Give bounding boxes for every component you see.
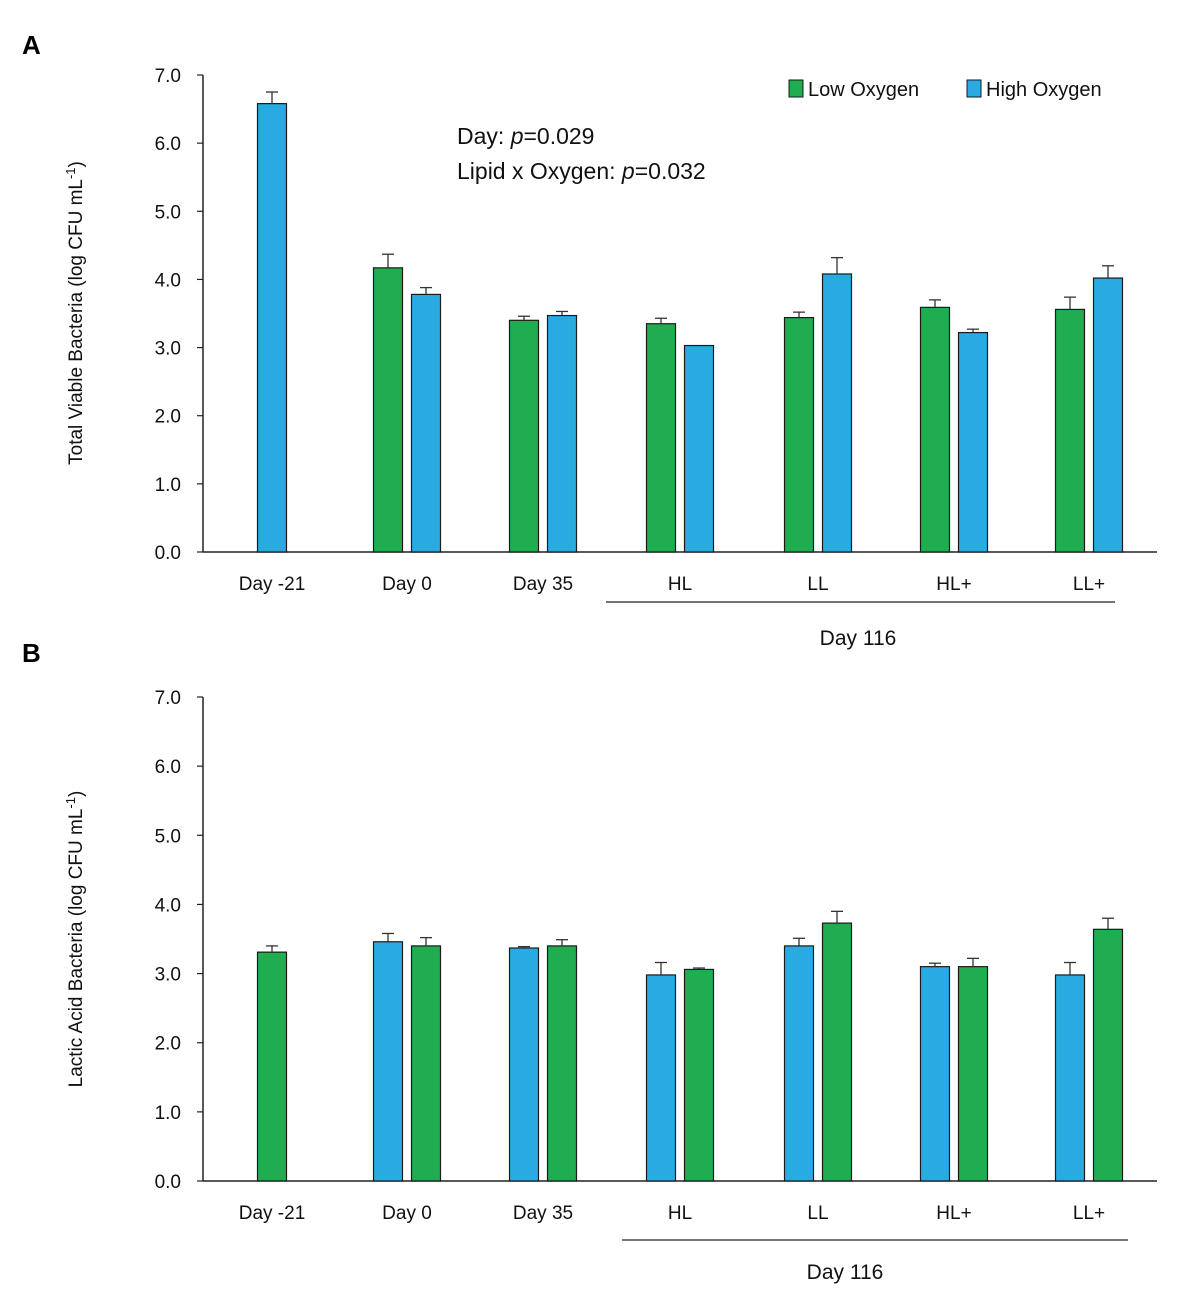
bar-low-oxygen: [508, 319, 540, 553]
y-tick-label: 3.0: [155, 339, 181, 360]
x-tick-label: Day 35: [513, 1203, 573, 1224]
y-tick-label: 1.0: [155, 475, 181, 496]
bar-green: [957, 966, 989, 1182]
bar-blue: [645, 974, 677, 1182]
y-tick-label: 6.0: [155, 757, 181, 778]
x-tick-label: HL: [668, 574, 692, 595]
bar-green: [410, 945, 442, 1182]
bar-high-oxygen: [1092, 277, 1124, 553]
x-tick-label: HL: [668, 1203, 692, 1224]
bar-high-oxygen: [410, 293, 442, 553]
y-tick-label: 4.0: [155, 895, 181, 916]
y-tick-label: 2.0: [155, 1034, 181, 1055]
y-tick-label: 3.0: [155, 965, 181, 986]
legend-label: High Oxygen: [986, 79, 1102, 101]
x-tick-label: Day 0: [382, 574, 432, 595]
x-tick-label: HL+: [936, 574, 971, 595]
legend-label: Low Oxygen: [808, 79, 919, 101]
y-axis-title: Lactic Acid Bacteria (log CFU mL-1): [63, 791, 88, 1088]
stat-annotation: Lipid x Oxygen: p=0.032: [457, 158, 706, 184]
x-tick-label: LL+: [1073, 574, 1105, 595]
bar-green: [821, 922, 853, 1182]
bar-high-oxygen: [957, 331, 989, 553]
bar-low-oxygen: [919, 306, 951, 553]
x-tick-label: Day -21: [239, 1203, 306, 1224]
bar-green: [256, 951, 288, 1182]
chart-panel-a: 0.0 1.0 2.0 3.0 4.0 5.0 6.0 7.0 Total Viable Bac…: [63, 66, 1157, 650]
x-tick-label: LL: [807, 1203, 828, 1224]
bar-blue: [783, 945, 815, 1182]
x-tick-label: HL+: [936, 1203, 971, 1224]
bar-low-oxygen: [783, 316, 815, 553]
x-tick-label: Day 0: [382, 1203, 432, 1224]
bar-high-oxygen: [256, 103, 288, 553]
y-tick-label: 6.0: [155, 134, 181, 155]
y-tick-label: 5.0: [155, 826, 181, 847]
y-tick-label: 7.0: [155, 688, 181, 709]
group-label: Day 116: [820, 627, 897, 650]
bar-high-oxygen: [683, 344, 715, 553]
chart-panel-b: 0.0 1.0 2.0 3.0 4.0 5.0 6.0 7.0 Lactic Acid Bact…: [63, 688, 1157, 1284]
y-tick-label: 0.0: [155, 1172, 181, 1193]
bar-green: [683, 968, 715, 1182]
panel-label-a: A: [22, 30, 41, 60]
bar-high-oxygen: [546, 314, 578, 553]
y-tick-label: 7.0: [155, 66, 181, 87]
x-tick-label: Day -21: [239, 574, 306, 595]
y-tick-label: 5.0: [155, 202, 181, 223]
x-tick-label: Day 35: [513, 574, 573, 595]
y-axis-title: Total Viable Bacteria (log CFU mL-1): [63, 161, 88, 465]
bar-high-oxygen: [821, 273, 853, 553]
y-tick-label: 4.0: [155, 270, 181, 291]
bar-blue: [1054, 974, 1086, 1182]
panel-label-b: B: [22, 638, 41, 668]
bar-low-oxygen: [645, 323, 677, 553]
legend-swatch: [966, 79, 982, 98]
bar-blue: [508, 947, 540, 1182]
legend-swatch: [788, 79, 804, 98]
bar-green: [1092, 928, 1124, 1182]
y-tick-label: 0.0: [155, 543, 181, 564]
y-tick-label: 2.0: [155, 407, 181, 428]
bar-blue: [919, 966, 951, 1182]
y-tick-label: 1.0: [155, 1103, 181, 1124]
group-label: Day 116: [807, 1261, 884, 1284]
x-tick-label: LL: [807, 574, 828, 595]
bar-low-oxygen: [372, 267, 404, 553]
bar-green: [546, 945, 578, 1182]
x-tick-label: LL+: [1073, 1203, 1105, 1224]
bar-low-oxygen: [1054, 308, 1086, 553]
stat-annotation: Day: p=0.029: [457, 123, 594, 149]
bar-blue: [372, 941, 404, 1182]
